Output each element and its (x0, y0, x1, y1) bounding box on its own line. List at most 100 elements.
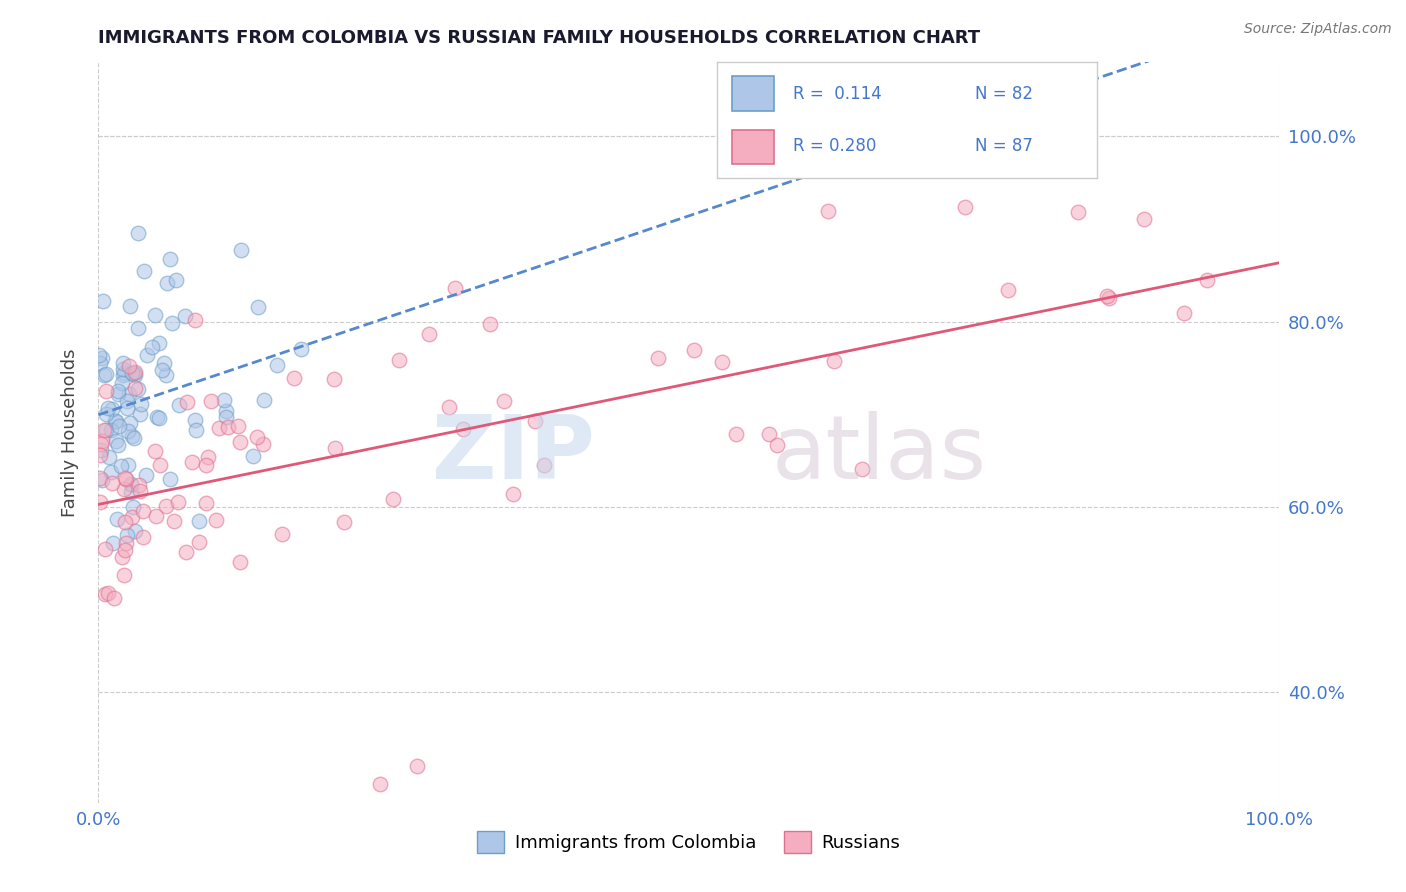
Point (176, 395, 198, 409)
Point (333, 515, 356, 529)
Point (242, 450, 264, 464)
Text: atlas: atlas (772, 411, 987, 499)
Point (228, 555, 250, 569)
Point (682, 343, 704, 357)
Point (188, 535, 211, 549)
Point (100, 465, 122, 479)
Text: R =  0.114: R = 0.114 (793, 85, 882, 103)
Point (181, 455, 204, 469)
Point (112, 367, 135, 381)
Point (444, 281, 467, 295)
Point (765, 437, 787, 451)
Point (115, 528, 138, 542)
Point (997, 283, 1019, 297)
Point (104, 414, 127, 428)
Point (1173, 305, 1195, 319)
Text: ZIP: ZIP (432, 411, 595, 499)
Point (108, 419, 131, 434)
Point (1097, 288, 1119, 302)
Point (107, 438, 129, 452)
Point (94, 384, 117, 398)
Point (246, 430, 269, 444)
Text: R = 0.280: R = 0.280 (793, 137, 876, 155)
Point (149, 458, 172, 472)
Point (186, 424, 208, 438)
Point (533, 458, 555, 472)
Point (120, 485, 142, 500)
Point (110, 376, 132, 390)
Point (132, 531, 155, 545)
Point (1067, 205, 1090, 219)
Point (1197, 273, 1219, 287)
Point (103, 591, 125, 606)
Point (136, 348, 159, 362)
Point (143, 308, 166, 322)
Point (124, 366, 146, 380)
Point (121, 367, 143, 381)
Point (174, 310, 197, 324)
Point (148, 411, 170, 425)
Point (114, 515, 136, 529)
Point (118, 387, 141, 401)
Point (214, 392, 236, 407)
Point (323, 372, 346, 386)
Point (117, 458, 139, 472)
Point (89, 448, 111, 462)
Point (114, 471, 136, 485)
Point (111, 356, 134, 370)
Point (111, 550, 134, 565)
Point (153, 356, 176, 370)
Point (112, 482, 135, 496)
Point (524, 413, 547, 427)
Point (647, 351, 669, 365)
Point (91, 473, 114, 487)
Point (710, 354, 733, 368)
Point (111, 361, 134, 376)
Y-axis label: Family Households: Family Households (60, 349, 79, 516)
Point (215, 410, 238, 425)
Point (187, 514, 209, 528)
Point (112, 567, 135, 582)
Point (107, 512, 129, 526)
Point (98, 450, 121, 464)
Point (96, 423, 118, 437)
Point (124, 524, 146, 538)
Point (129, 396, 152, 410)
Point (89, 495, 111, 509)
Point (165, 273, 187, 287)
Point (156, 276, 179, 290)
Point (195, 496, 218, 510)
Point (101, 476, 124, 491)
Point (427, 805, 450, 819)
Point (290, 342, 312, 356)
Point (1132, 212, 1154, 227)
Point (451, 422, 474, 436)
Point (122, 500, 145, 514)
Point (253, 392, 276, 407)
Point (823, 353, 845, 368)
FancyBboxPatch shape (733, 129, 775, 164)
Point (90, 434, 112, 448)
Point (195, 458, 218, 472)
Point (150, 362, 173, 376)
Point (226, 419, 249, 434)
Point (148, 336, 170, 351)
FancyBboxPatch shape (733, 77, 775, 112)
Point (115, 472, 138, 486)
Point (91, 351, 114, 365)
Point (155, 499, 177, 513)
Point (107, 387, 129, 401)
Point (122, 431, 145, 445)
Point (90, 443, 112, 458)
Text: Source: ZipAtlas.com: Source: ZipAtlas.com (1244, 22, 1392, 37)
Point (271, 526, 294, 541)
Point (121, 429, 143, 443)
Point (174, 545, 197, 559)
Point (200, 393, 222, 408)
Point (145, 509, 167, 524)
Point (112, 368, 135, 383)
Point (94, 541, 117, 556)
Point (205, 513, 228, 527)
Point (97, 586, 120, 600)
Point (128, 407, 150, 421)
